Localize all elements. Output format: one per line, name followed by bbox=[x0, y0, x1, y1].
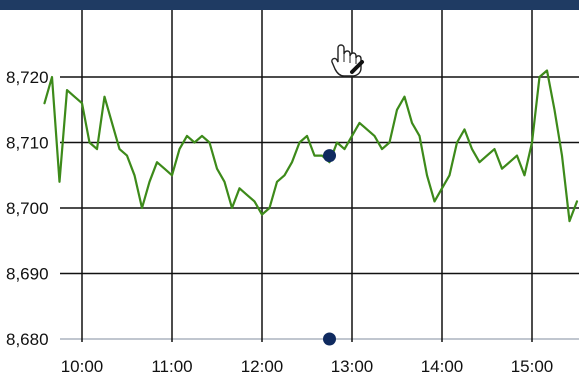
x-tick-label: 15:00 bbox=[511, 357, 554, 376]
y-tick-label: 8,680 bbox=[6, 330, 49, 349]
x-tick-label: 11:00 bbox=[151, 357, 192, 376]
crosshair-marker[interactable] bbox=[323, 332, 336, 346]
y-tick-label: 8,700 bbox=[6, 199, 49, 218]
x-tick-label: 14:00 bbox=[421, 357, 464, 376]
grid bbox=[60, 10, 579, 342]
crosshair-marker[interactable] bbox=[323, 149, 336, 163]
x-tick-label: 13:00 bbox=[331, 357, 374, 376]
series-line bbox=[43, 69, 579, 223]
series-group bbox=[43, 69, 579, 223]
hand-cursor-icon bbox=[331, 44, 364, 77]
y-tick-label: 8,710 bbox=[6, 134, 49, 153]
hand-cursor-icon bbox=[331, 44, 364, 77]
x-axis-tick-labels: 10:00 11:00 12:00 13:00 14:00 15:00 bbox=[61, 357, 554, 376]
x-tick-label: 12:00 bbox=[241, 357, 284, 376]
header-bar bbox=[0, 0, 579, 10]
hand-cursor-pen bbox=[350, 60, 364, 74]
y-tick-label: 8,720 bbox=[6, 68, 49, 87]
y-axis-tick-labels: 8,680 8,690 8,700 8,710 8,720 bbox=[6, 68, 49, 349]
hand-cursor-shape bbox=[331, 44, 362, 77]
y-tick-label: 8,690 bbox=[6, 265, 49, 284]
marker-group[interactable] bbox=[323, 149, 336, 346]
x-tick-label: 10:00 bbox=[61, 357, 104, 376]
